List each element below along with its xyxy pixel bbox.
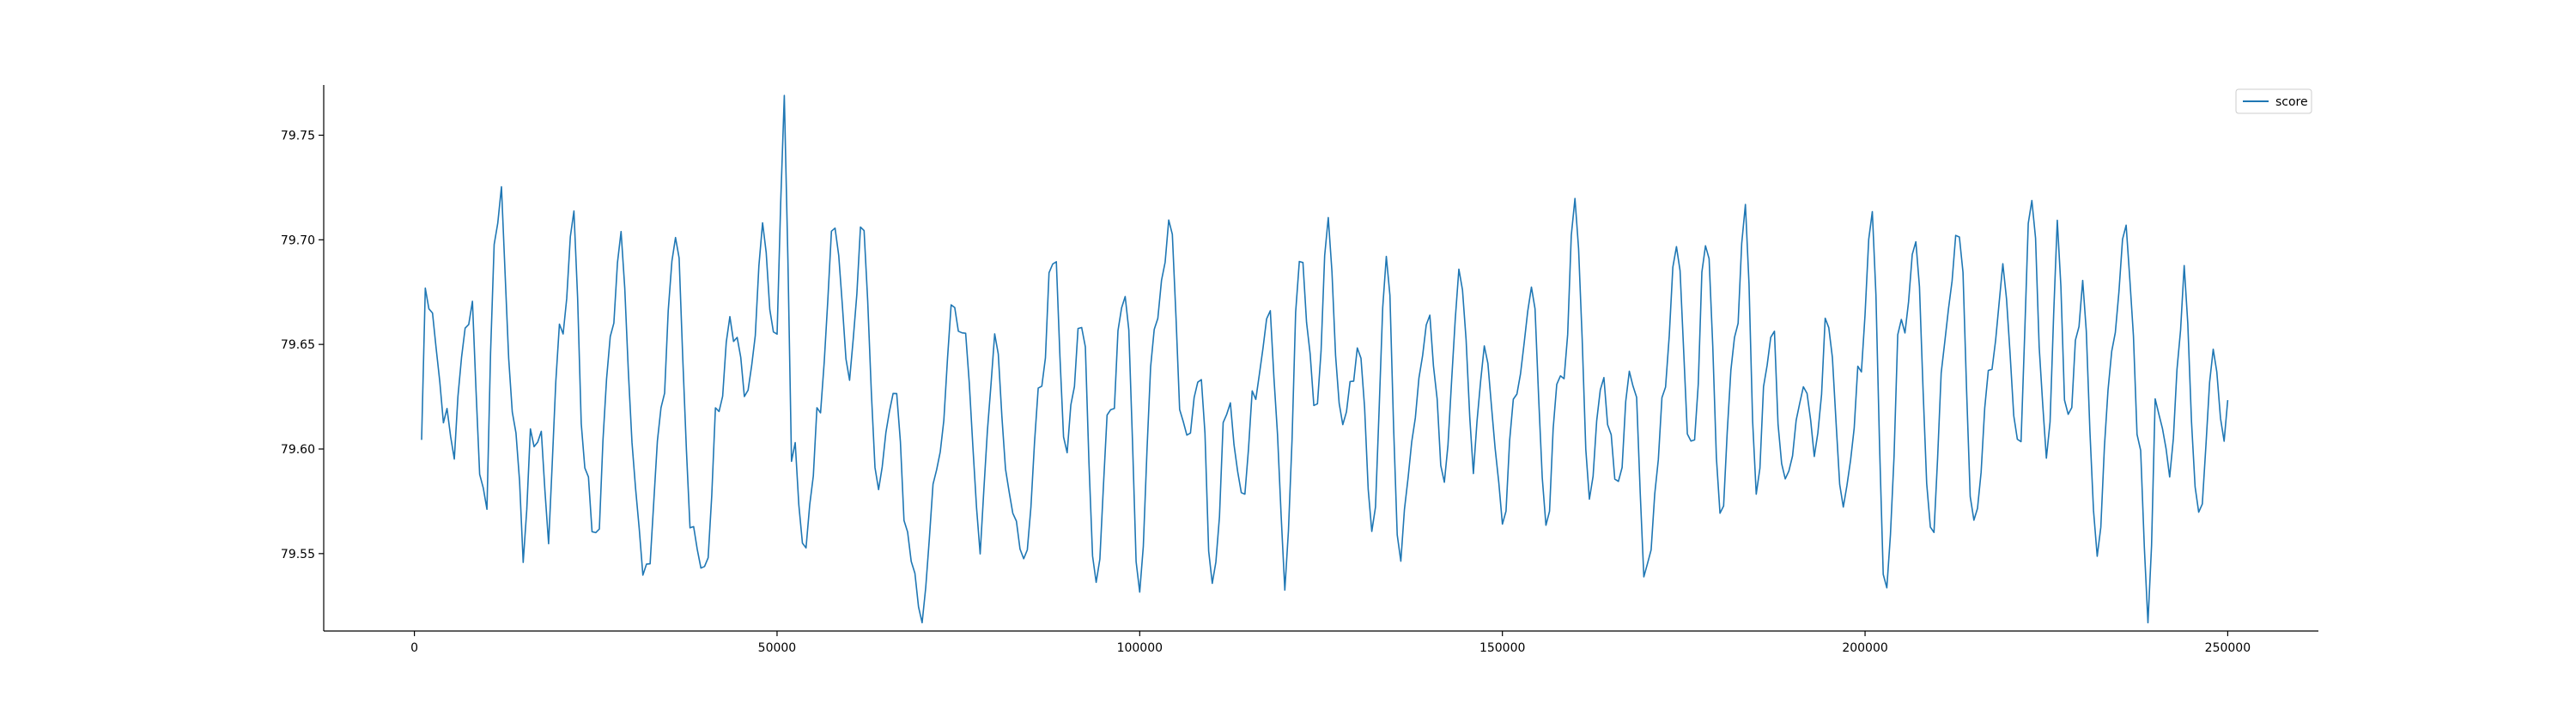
x-tick-label: 250000: [2205, 641, 2251, 655]
x-tick-label: 100000: [1117, 641, 1163, 655]
y-tick-label: 79.75: [281, 129, 315, 143]
y-ticks: 79.55 79.60 79.65 79.70 79.75: [281, 129, 324, 561]
legend: score: [2235, 88, 2312, 114]
y-tick-label: 79.60: [281, 443, 315, 457]
series-layer: [421, 94, 2229, 624]
y-tick-label: 79.70: [281, 234, 315, 247]
x-ticks: 0 50000 100000 150000 200000 250000: [410, 631, 2251, 655]
x-tick-label: 0: [410, 641, 418, 655]
series-line-score: [421, 94, 2229, 624]
y-tick-label: 79.65: [281, 338, 315, 352]
x-tick-label: 150000: [1479, 641, 1525, 655]
x-tick-label: 200000: [1842, 641, 1887, 655]
y-tick-label: 79.55: [281, 548, 315, 561]
legend-box: [2235, 88, 2312, 114]
legend-label: score: [2275, 95, 2308, 109]
plot-area: [421, 94, 2229, 624]
x-tick-label: 50000: [758, 641, 797, 655]
